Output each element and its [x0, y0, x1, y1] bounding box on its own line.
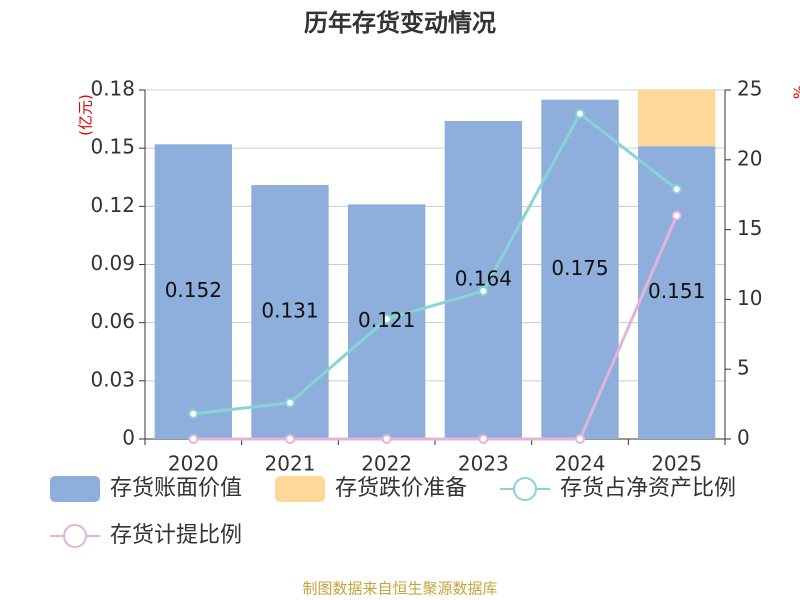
point [478, 286, 489, 297]
point [671, 210, 682, 221]
y-tick-label: 0.06 [90, 309, 135, 333]
legend-label: 存货账面价值 [110, 476, 242, 501]
legend-label: 存货占净资产比例 [560, 476, 736, 501]
x-tick-label: 2020 [168, 452, 219, 476]
data-label: 0.131 [261, 299, 318, 323]
bar [638, 146, 716, 439]
bar [444, 121, 522, 440]
point [381, 434, 392, 444]
y-tick-label: 0.12 [90, 193, 135, 217]
y2-tick-label: 20 [737, 146, 762, 170]
y2-tick-label: 0 [737, 426, 750, 450]
y-axis-label: (亿元) [77, 94, 95, 136]
point [575, 108, 585, 119]
data-label: 0.151 [648, 279, 705, 303]
y2-tick-label: 15 [737, 216, 762, 240]
line [193, 215, 679, 441]
legend-swatch [513, 477, 537, 501]
y-tick-label: 0.09 [90, 251, 135, 275]
x-tick-label: 2023 [458, 452, 509, 476]
bar [638, 90, 716, 147]
legend-swatch [50, 476, 100, 502]
point [285, 434, 295, 444]
legend-label: 存货计提比例 [110, 523, 242, 548]
data-label: 0.152 [165, 278, 222, 302]
y-tick-label: 0 [122, 426, 135, 450]
bar [154, 144, 232, 440]
point [671, 184, 682, 195]
y-tick-label: 0.15 [90, 135, 135, 159]
source-note: 制图数据来自恒生聚源数据库 [302, 580, 497, 598]
y2-axis-label: % [791, 85, 800, 99]
chart-title: 历年存货变动情况 [304, 9, 496, 37]
point [381, 313, 392, 324]
data-label: 0.121 [358, 308, 415, 332]
point [575, 434, 585, 444]
y2-tick-label: 5 [737, 356, 750, 380]
x-tick-label: 2022 [361, 452, 412, 476]
legend-label: 存货跌价准备 [335, 476, 467, 501]
y-tick-label: 0.03 [90, 367, 135, 391]
point [478, 434, 489, 444]
bar [251, 185, 329, 439]
legend-swatch [63, 524, 87, 548]
y-tick-label: 0.18 [90, 77, 135, 101]
data-label: 0.175 [551, 256, 608, 280]
line [193, 111, 678, 416]
y2-tick-label: 10 [737, 286, 762, 310]
x-tick-label: 2024 [555, 452, 606, 476]
point [188, 408, 199, 419]
legend-swatch [275, 476, 325, 502]
x-tick-label: 2025 [651, 452, 702, 476]
y2-tick-label: 25 [737, 77, 762, 101]
data-label: 0.164 [455, 267, 512, 291]
point [188, 434, 199, 444]
x-tick-label: 2021 [265, 452, 316, 476]
point [285, 397, 295, 408]
